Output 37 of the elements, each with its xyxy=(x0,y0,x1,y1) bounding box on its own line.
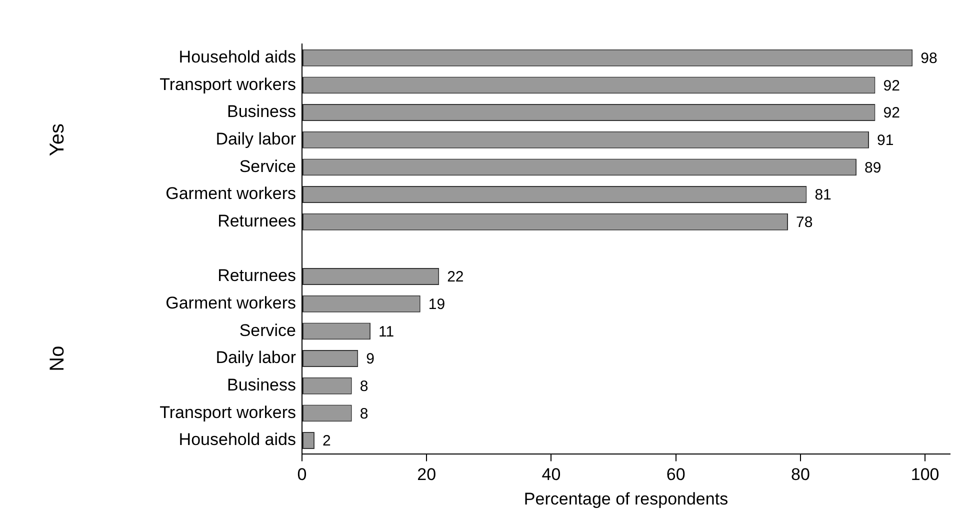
y-tick-label: Returnees xyxy=(218,266,296,286)
y-tick-label: Daily labor xyxy=(216,130,296,149)
x-tick-label: 100 xyxy=(910,465,940,484)
data-label: 92 xyxy=(883,77,900,94)
data-label: 8 xyxy=(360,405,368,422)
data-label: 11 xyxy=(378,323,394,340)
x-tick-label: 80 xyxy=(791,465,810,484)
data-label: 19 xyxy=(428,296,446,314)
data-label: 81 xyxy=(814,186,832,204)
data-label: 98 xyxy=(920,50,938,68)
y-tick-label: Service xyxy=(239,320,296,340)
data-label: 91 xyxy=(877,132,894,150)
x-tick-label: 40 xyxy=(542,465,561,484)
x-tick-label: 60 xyxy=(666,465,686,484)
y-tick-label: Transport workers xyxy=(160,74,296,94)
data-label: 92 xyxy=(883,104,900,122)
data-label: 8 xyxy=(360,378,368,396)
y-tick-label: Garment workers xyxy=(166,184,296,204)
y-tick-label: Daily labor xyxy=(216,348,296,368)
x-axis-title: Percentage of respondents xyxy=(524,489,728,508)
data-label: 9 xyxy=(366,350,374,368)
data-label: 22 xyxy=(447,268,464,286)
x-tick-label: 0 xyxy=(297,465,307,484)
y-tick-label: Garment workers xyxy=(166,294,296,313)
y-tick-label: Service xyxy=(239,156,296,176)
y-tick-label: Returnees xyxy=(218,212,296,231)
y-tick-label: Business xyxy=(227,102,296,122)
data-label: 78 xyxy=(796,214,813,232)
text: No xyxy=(46,346,69,372)
data-label: 89 xyxy=(864,159,882,176)
y-tick-label: Household aids xyxy=(178,48,296,67)
y-tick-label: Household aids xyxy=(178,430,296,450)
data-label: 2 xyxy=(322,432,331,450)
x-tick-label: 20 xyxy=(417,465,436,484)
y-tick-label: Transport workers xyxy=(160,402,296,422)
text: Yes xyxy=(46,124,69,156)
y-tick-label: Business xyxy=(227,376,296,395)
